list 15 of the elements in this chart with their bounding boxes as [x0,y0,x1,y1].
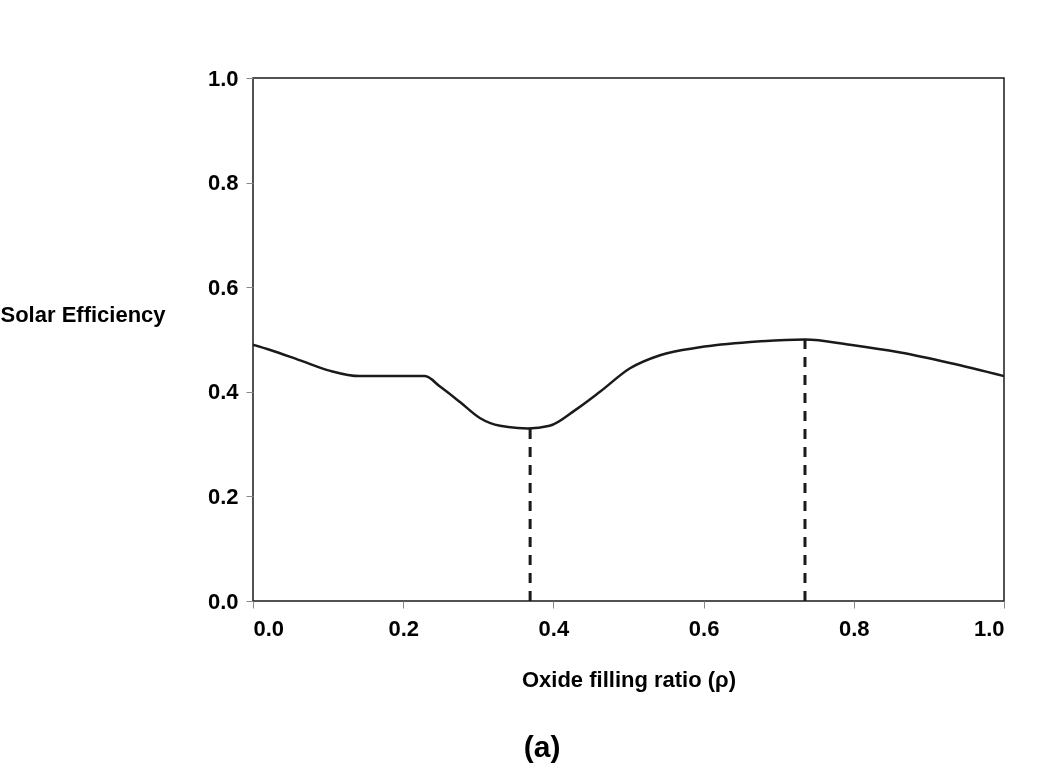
x-tick-label: 0.8 [839,615,870,641]
x-axis-title: Oxide filling ratio (ρ) [521,666,737,692]
y-tick-label: 0.4 [207,379,240,405]
x-tick-label: 0.0 [253,615,285,641]
y-axis-title: Solar Efficiency [0,301,167,327]
y-tick-label: 1.0 [207,65,239,91]
x-tick-label: 0.4 [538,615,570,641]
y-tick-label: 0.6 [207,274,239,300]
y-tick-label: 0.2 [207,483,239,509]
x-tick-label: 0.6 [688,615,720,641]
x-tick-label: 0.2 [388,615,419,641]
y-tick-label: 0.8 [207,170,239,196]
x-tick-label: 1.0 [973,615,1005,641]
text: (a) [523,730,561,763]
y-tick-label: 0.0 [207,588,239,614]
